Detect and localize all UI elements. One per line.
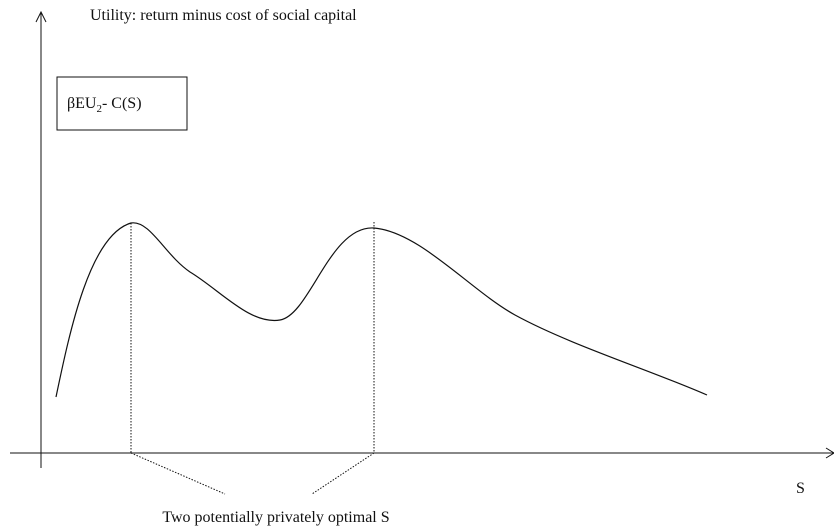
x-axis-arrow <box>825 447 834 459</box>
formula-rest: - C(S) <box>102 95 142 112</box>
formula-sub: 2 <box>96 103 102 115</box>
y-axis-label: Utility: return minus cost of social cap… <box>90 7 357 24</box>
x-axis-label: S <box>796 480 805 497</box>
formula-main: βEU <box>67 95 97 112</box>
pointer-line <box>130 452 226 495</box>
annotation: Two potentially privately optimal S <box>162 509 389 526</box>
formula-box <box>56 76 188 131</box>
pointer-line <box>311 452 375 495</box>
y-axis-arrow <box>35 10 47 23</box>
formula: βEU2- C(S) <box>67 95 142 115</box>
utility-curve <box>55 222 708 398</box>
